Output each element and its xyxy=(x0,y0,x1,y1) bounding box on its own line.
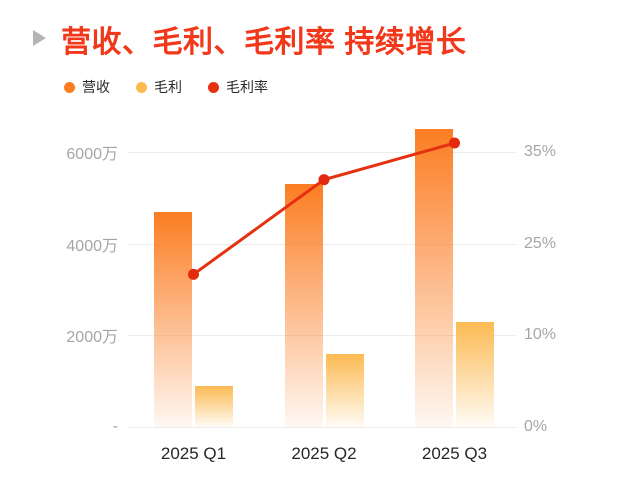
legend-label-gross-margin: 毛利率 xyxy=(226,79,268,95)
bar-营收-2025-q1 xyxy=(154,211,192,427)
y-axis-left-tick-label: 6000万 xyxy=(66,146,118,164)
legend-dot-gross-profit-icon xyxy=(136,81,147,93)
y-axis-right-tick-label: 10% xyxy=(524,326,557,344)
y-axis-left-tick-label: - xyxy=(112,418,118,435)
gross-margin-line xyxy=(192,141,455,276)
legend-label-revenue: 营收 xyxy=(82,79,110,95)
gross-margin-line-chart xyxy=(188,137,460,280)
legend-dot-revenue-icon xyxy=(64,81,75,93)
legend-item-gross-margin: 毛利率 xyxy=(208,77,268,97)
title-row: 营收、毛利、毛利率 持续增长 xyxy=(0,0,642,62)
gross-margin-data-point xyxy=(449,137,460,149)
triangle-bullet-icon xyxy=(33,30,46,46)
legend-item-revenue: 营收 xyxy=(64,77,110,97)
x-axis-category-label: 2025 Q1 xyxy=(160,444,227,463)
x-axis-category-label: 2025 Q2 xyxy=(291,444,357,463)
legend-item-gross-profit: 毛利 xyxy=(136,77,182,97)
gridline xyxy=(128,152,516,154)
x-axis-category-label: 2025 Q3 xyxy=(421,444,488,463)
y-axis-left-tick-label: 2000万 xyxy=(66,329,118,347)
chart-legend: 营收 毛利 毛利率 xyxy=(64,77,268,97)
page-title: 营收、毛利、毛利率 持续增长 xyxy=(61,26,467,59)
y-axis-right-tick-label: 35% xyxy=(524,143,557,161)
y-axis-left-tick-label: 4000万 xyxy=(66,237,118,255)
legend-label-gross-profit: 毛利 xyxy=(154,79,182,95)
y-axis-right-tick-label: 0% xyxy=(524,418,548,435)
bar-毛利-2025-q1 xyxy=(195,385,233,427)
legend-dot-gross-margin-icon xyxy=(208,81,219,93)
bar-毛利-2025-q2 xyxy=(325,353,364,427)
gross-margin-data-point xyxy=(188,268,199,280)
y-axis-right-tick-label: 25% xyxy=(524,234,557,252)
gross-margin-data-point xyxy=(318,174,330,186)
bar-毛利-2025-q3 xyxy=(456,321,494,427)
bar-营收-2025-q2 xyxy=(284,184,323,427)
bar-营收-2025-q3 xyxy=(415,129,453,427)
gridline xyxy=(128,427,516,428)
